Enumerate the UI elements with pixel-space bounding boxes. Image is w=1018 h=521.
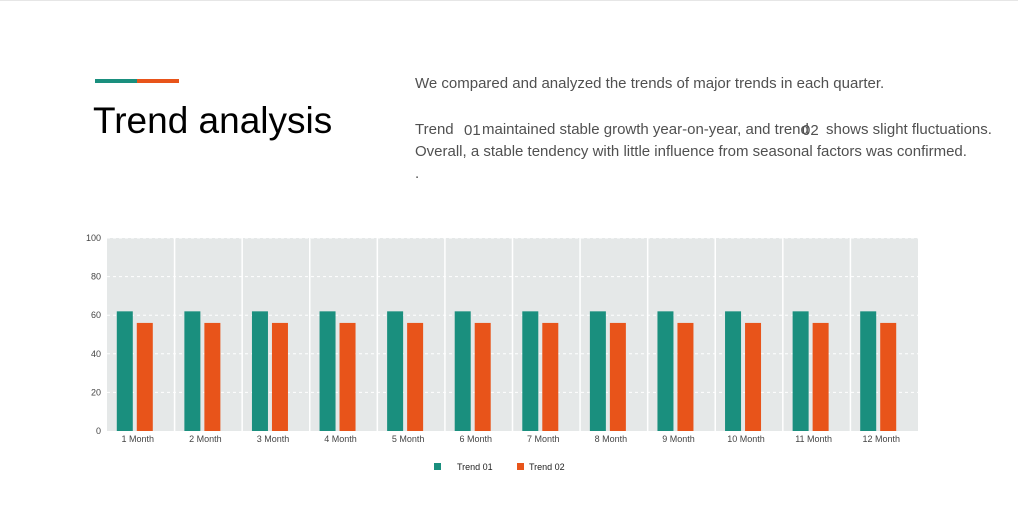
x-tick-label: 3 Month xyxy=(257,434,290,444)
x-tick-label: 7 Month xyxy=(527,434,560,444)
y-tick-label: 60 xyxy=(91,310,101,320)
bar-trend01 xyxy=(116,311,133,431)
x-tick-label: 11 Month xyxy=(795,434,832,444)
bar-trend02 xyxy=(609,322,626,431)
bar-trend02 xyxy=(542,322,559,431)
description-line-2-a: Trend xyxy=(415,121,454,138)
description-line-3: Overall, a stable tendency with little i… xyxy=(415,143,967,160)
page-title: Trend analysis xyxy=(93,100,333,141)
accent-bar-teal xyxy=(95,79,137,83)
bar-trend02 xyxy=(407,322,424,431)
x-tick-label: 10 Month xyxy=(727,434,765,444)
description-line-2-c: shows slight fluctuations. xyxy=(826,121,992,138)
legend-label-trend02: Trend 02 xyxy=(529,462,565,472)
y-tick-label: 80 xyxy=(91,272,101,282)
description-line-1: We compared and analyzed the trends of m… xyxy=(415,75,885,92)
x-tick-label: 12 Month xyxy=(862,434,900,444)
bar-trend02 xyxy=(880,322,897,431)
y-tick-label: 20 xyxy=(91,387,101,397)
top-divider xyxy=(0,0,1018,1)
x-tick-label: 4 Month xyxy=(324,434,357,444)
bar-trend02 xyxy=(136,322,153,431)
bar-trend01 xyxy=(657,311,674,431)
legend-swatch-trend01 xyxy=(434,463,441,470)
bar-trend02 xyxy=(745,322,762,431)
y-tick-label: 100 xyxy=(86,233,101,243)
bar-trend01 xyxy=(251,311,268,431)
bar-trend01 xyxy=(792,311,809,431)
description-line-4: . xyxy=(415,165,420,182)
y-tick-label: 0 xyxy=(96,426,101,436)
legend-swatch-trend02 xyxy=(517,463,524,470)
bar-trend02 xyxy=(339,322,356,431)
bar-trend02 xyxy=(677,322,694,431)
x-tick-label: 8 Month xyxy=(595,434,628,444)
bar-trend01 xyxy=(725,311,742,431)
bar-trend01 xyxy=(589,311,606,431)
bar-trend02 xyxy=(204,322,221,431)
bar-trend02 xyxy=(474,322,491,431)
bar-trend02 xyxy=(271,322,288,431)
bar-trend01 xyxy=(522,311,539,431)
description-line-2-b: maintained stable growth year-on-year, a… xyxy=(482,121,809,138)
y-tick-label: 40 xyxy=(91,349,101,359)
trend-tag-02: 02 xyxy=(802,122,819,139)
bar-trend02 xyxy=(812,322,829,431)
bar-trend01 xyxy=(319,311,336,431)
x-tick-label: 5 Month xyxy=(392,434,425,444)
x-tick-label: 6 Month xyxy=(459,434,492,444)
x-tick-label: 1 Month xyxy=(122,434,155,444)
accent-bar-orange xyxy=(137,79,179,83)
bar-trend01 xyxy=(184,311,201,431)
bar-trend01 xyxy=(860,311,877,431)
bar-trend01 xyxy=(454,311,471,431)
legend-label-trend01: Trend 01 xyxy=(457,462,493,472)
x-tick-label: 9 Month xyxy=(662,434,695,444)
bar-trend01 xyxy=(387,311,404,431)
x-tick-label: 2 Month xyxy=(189,434,222,444)
trend-tag-01: 01 xyxy=(464,122,481,139)
